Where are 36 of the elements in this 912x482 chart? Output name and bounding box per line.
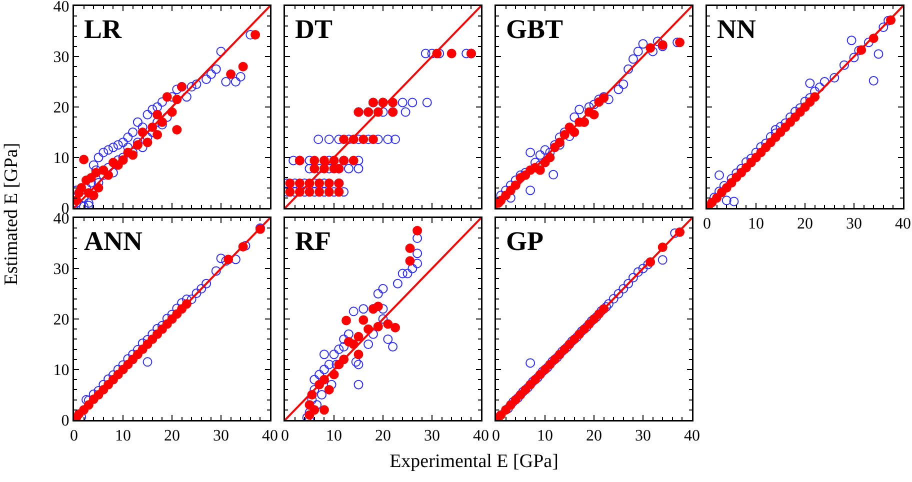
x-tick-label: 0 xyxy=(703,216,711,233)
x-tick-label: 40 xyxy=(895,216,911,233)
chart-title: RF xyxy=(295,226,331,256)
x-tick-label: 10 xyxy=(748,216,764,233)
y-tick-label: 20 xyxy=(53,100,70,117)
x-tick-label: 40 xyxy=(473,428,489,445)
x-tick-label: 40 xyxy=(262,428,278,445)
x-tick-label: 20 xyxy=(797,216,813,233)
x-tick-label: 30 xyxy=(213,428,229,445)
chart-title: GP xyxy=(506,226,544,256)
x-tick-label: 20 xyxy=(164,428,180,445)
x-tick-label: 0 xyxy=(492,428,500,445)
y-tick-label: 20 xyxy=(53,312,70,329)
y-axis-title: Estimated E [GPa] xyxy=(1,142,23,286)
chart-title: NN xyxy=(717,14,756,44)
x-tick-label: 10 xyxy=(537,428,553,445)
y-tick-label: 30 xyxy=(53,261,70,278)
chart-title: LR xyxy=(84,14,122,44)
x-tick-label: 30 xyxy=(846,216,862,233)
y-tick-label: 10 xyxy=(53,362,70,380)
y-tick-label: 10 xyxy=(53,150,70,168)
y-tick-label: 40 xyxy=(53,0,70,16)
chart-title: DT xyxy=(295,14,333,44)
x-tick-label: 20 xyxy=(375,428,391,445)
x-tick-label: 40 xyxy=(684,428,700,445)
chart-title: GBT xyxy=(506,14,564,44)
y-tick-label: 0 xyxy=(61,412,70,430)
x-tick-label: 20 xyxy=(586,428,602,445)
x-tick-label: 30 xyxy=(635,428,651,445)
chart-title: ANN xyxy=(84,226,143,256)
y-tick-label: 30 xyxy=(53,49,70,66)
x-axis-title: Experimental E [GPa] xyxy=(390,451,558,473)
x-tick-label: 0 xyxy=(281,428,289,445)
x-tick-label: 10 xyxy=(115,428,131,445)
x-tick-label: 30 xyxy=(424,428,440,445)
x-tick-label: 10 xyxy=(326,428,342,445)
